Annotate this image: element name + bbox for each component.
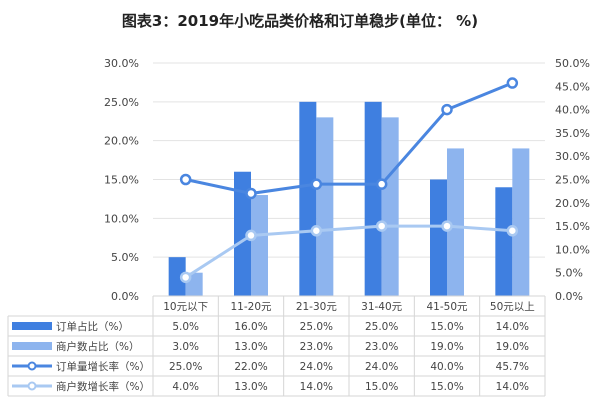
- line-point: [179, 271, 192, 284]
- line-point: [375, 178, 388, 190]
- left-axis-tick: 20.0%: [104, 135, 139, 148]
- data-label: 14.0%: [300, 381, 333, 393]
- category-label: 50元以上: [490, 301, 535, 313]
- legend-label: 订单占比（%）: [56, 320, 129, 333]
- right-axis-tick: 0.0%: [555, 290, 583, 303]
- right-axis-tick: 20.0%: [555, 197, 590, 210]
- data-label: 23.0%: [300, 341, 333, 353]
- chart-title: 图表3：2019年小吃品类价格和订单稳步(单位： %): [122, 12, 478, 30]
- data-label: 25.0%: [365, 321, 398, 333]
- bar-order-share: [168, 257, 186, 296]
- line-point: [245, 229, 257, 242]
- data-label: 14.0%: [496, 381, 529, 393]
- bar-merchant-share: [447, 148, 464, 296]
- right-axis-tick: 40.0%: [555, 104, 590, 117]
- category-label: 10元以下: [163, 301, 208, 313]
- bar-merchant-share: [381, 117, 399, 296]
- bar-merchant-share: [316, 117, 334, 296]
- left-axis-tick: 25.0%: [104, 96, 139, 109]
- line-point: [310, 225, 323, 237]
- line-point: [441, 220, 453, 232]
- right-axis-tick: 50.0%: [555, 57, 590, 70]
- right-axis-tick: 25.0%: [555, 174, 590, 187]
- line-point: [506, 225, 519, 237]
- bar-order-share: [234, 171, 251, 296]
- left-axis-tick: 0.0%: [111, 290, 139, 303]
- right-axis-tick: 35.0%: [555, 127, 590, 140]
- legend-swatch: [12, 342, 52, 350]
- data-label: 15.0%: [430, 321, 463, 333]
- legend-marker: [27, 381, 37, 391]
- line-point: [375, 220, 388, 232]
- line-order-growth: [185, 81, 513, 196]
- line-point: [506, 77, 519, 89]
- category-label: 41-50元: [426, 301, 468, 313]
- data-label: 15.0%: [365, 381, 398, 393]
- legend-label: 商户数增长率（%）: [56, 380, 150, 393]
- bar-merchant-share: [512, 148, 530, 296]
- bar-order-share: [430, 179, 447, 296]
- data-label: 24.0%: [300, 361, 333, 373]
- right-axis-tick: 45.0%: [555, 80, 590, 93]
- bar-merchant-share: [251, 195, 268, 296]
- data-label: 40.0%: [430, 361, 463, 373]
- data-label: 45.7%: [496, 361, 529, 373]
- category-label: 21-30元: [296, 301, 338, 313]
- data-label: 23.0%: [365, 341, 398, 353]
- line-point: [441, 103, 453, 116]
- right-axis-tick: 10.0%: [555, 243, 590, 256]
- left-axis-tick: 10.0%: [104, 212, 139, 225]
- left-axis-tick: 5.0%: [111, 251, 139, 264]
- data-label: 25.0%: [169, 361, 202, 373]
- data-label: 15.0%: [430, 381, 463, 393]
- category-label: 11-20元: [230, 301, 272, 313]
- bar-order-share: [495, 187, 513, 296]
- data-label: 3.0%: [172, 341, 199, 353]
- data-label: 13.0%: [234, 381, 267, 393]
- legend-label: 订单量增长率（%）: [56, 360, 150, 373]
- data-label: 24.0%: [365, 361, 398, 373]
- right-axis-tick: 30.0%: [555, 150, 590, 163]
- legend-label: 商户数占比（%）: [56, 340, 139, 353]
- category-label: 31-40元: [361, 301, 403, 313]
- line-merchant-growth: [184, 224, 513, 279]
- data-label: 16.0%: [234, 321, 267, 333]
- bar-order-share: [299, 101, 317, 296]
- data-label: 5.0%: [172, 321, 199, 333]
- legend-swatch: [12, 322, 52, 330]
- data-label: 4.0%: [172, 381, 199, 393]
- line-point: [245, 187, 257, 200]
- right-axis-tick: 15.0%: [555, 220, 590, 233]
- left-axis-tick: 30.0%: [104, 57, 139, 70]
- data-label: 14.0%: [496, 321, 529, 333]
- line-point: [310, 178, 323, 190]
- left-axis-tick: 15.0%: [104, 174, 139, 187]
- data-label: 19.0%: [496, 341, 529, 353]
- legend-marker: [27, 361, 37, 371]
- line-point: [179, 173, 192, 186]
- data-label: 13.0%: [234, 341, 267, 353]
- data-label: 22.0%: [234, 361, 267, 373]
- bar-order-share: [364, 101, 382, 296]
- data-label: 25.0%: [300, 321, 333, 333]
- right-axis-tick: 5.0%: [555, 267, 583, 280]
- data-label: 19.0%: [430, 341, 463, 353]
